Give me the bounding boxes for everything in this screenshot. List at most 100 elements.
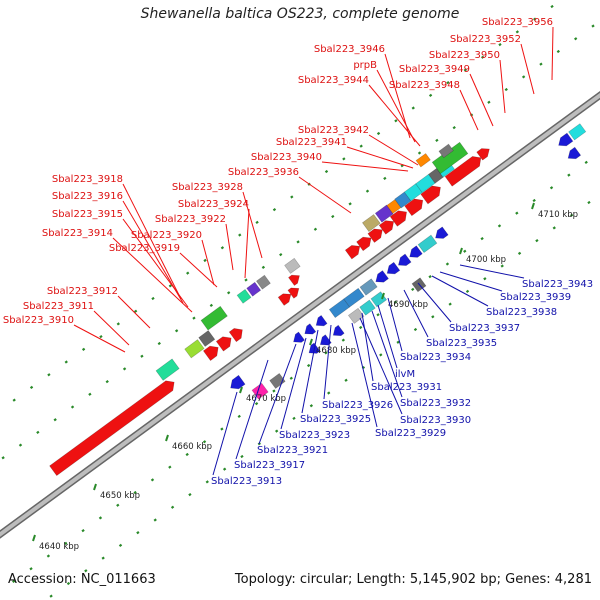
gene-feature-21 <box>420 185 441 205</box>
gene-feature-3 <box>228 328 243 343</box>
forward-gene-label: Sbal223_3946 <box>314 44 385 55</box>
scale-tick-label: 4690 kbp <box>388 300 428 310</box>
gene-feature-57 <box>558 132 574 147</box>
forward-gene-label: Sbal223_3911 <box>23 301 94 312</box>
gene-feature-4 <box>155 358 180 381</box>
reverse-gene-label: Sbal223_3931 <box>371 382 442 393</box>
forward-gene-label: Sbal223_3916 <box>52 191 123 202</box>
forward-gene-leader <box>73 324 126 353</box>
reverse-gene-label: Sbal223_3935 <box>426 338 497 349</box>
gene-feature-17 <box>367 228 383 243</box>
gene-feature-34 <box>476 148 490 161</box>
reverse-gene-leader <box>235 359 269 460</box>
reverse-gene-label: ilvM <box>395 369 415 380</box>
reverse-gene-label: Sbal223_3921 <box>257 445 328 456</box>
gene-feature-50 <box>347 307 365 324</box>
forward-gene-label: Sbal223_3949 <box>399 64 470 75</box>
reverse-gene-label: Sbal223_3929 <box>375 428 446 439</box>
forward-gene-label: Sbal223_3952 <box>450 34 521 45</box>
gene-feature-49 <box>435 226 449 239</box>
gene-feature-42 <box>343 287 365 308</box>
forward-gene-label: Sbal223_3936 <box>228 167 299 178</box>
forward-gene-leader <box>225 223 234 271</box>
reverse-gene-label: Sbal223_3937 <box>449 323 520 334</box>
scale-tick-label: 4700 kbp <box>466 255 506 265</box>
forward-gene-label: Sbal223_3914 <box>42 228 113 239</box>
gene-feature-16 <box>356 236 372 252</box>
forward-gene-leader <box>298 176 352 214</box>
forward-gene-label: Sbal223_3941 <box>276 137 347 148</box>
reverse-gene-label: Sbal223_3934 <box>400 352 471 363</box>
forward-gene-label: Sbal223_3942 <box>298 125 369 136</box>
reverse-gene-leader <box>371 310 403 398</box>
reverse-gene-leader <box>280 337 307 430</box>
scale-tick-label: 4650 kbp <box>100 491 140 501</box>
forward-gene-leader <box>368 134 419 166</box>
reverse-gene-label: Sbal223_3923 <box>279 430 350 441</box>
scale-tick-mark <box>239 386 243 394</box>
gene-feature-15 <box>344 245 361 260</box>
reverse-gene-label: Sbal223_3925 <box>300 414 371 425</box>
reverse-gene-leader <box>323 324 332 400</box>
forward-gene-leader <box>122 183 182 300</box>
reverse-gene-label: Sbal223_3932 <box>400 398 471 409</box>
gene-feature-59 <box>567 146 582 160</box>
gene-feature-58 <box>568 123 587 141</box>
forward-gene-leader <box>459 89 479 131</box>
forward-gene-leader <box>117 295 151 329</box>
gene-feature-2 <box>215 336 232 352</box>
forward-gene-leader <box>122 218 189 308</box>
gene-feature-39 <box>304 323 317 335</box>
forward-gene-leader <box>520 43 535 95</box>
forward-gene-leader <box>368 84 421 147</box>
scale-tick-label: 4670 kbp <box>246 394 286 404</box>
page-title: Shewanella baltica OS223, complete genom… <box>140 6 460 22</box>
gene-feature-14 <box>288 274 300 286</box>
forward-gene-label: Sbal223_3920 <box>131 230 202 241</box>
gene-feature-11 <box>246 281 262 297</box>
gene-feature-37 <box>269 372 286 389</box>
gene-feature-30 <box>444 156 482 187</box>
forward-gene-leader <box>469 73 494 127</box>
reverse-gene-leader <box>431 275 489 307</box>
gene-feature-22 <box>361 214 381 233</box>
reverse-gene-label: Sbal223_3913 <box>211 476 282 487</box>
reverse-gene-label: Sbal223_3939 <box>500 292 571 303</box>
forward-gene-label: Sbal223_3950 <box>429 50 500 61</box>
forward-gene-label: Sbal223_3918 <box>52 174 123 185</box>
forward-gene-leader <box>201 239 215 286</box>
reverse-gene-leader <box>439 271 503 292</box>
reverse-gene-leader <box>212 391 238 476</box>
gene-feature-55 <box>332 324 345 337</box>
gene-feature-6 <box>198 330 216 347</box>
gene-feature-46 <box>398 253 412 266</box>
scale-tick-label: 4640 kbp <box>39 542 79 552</box>
gene-feature-8 <box>277 293 292 306</box>
gene-feature-45 <box>386 261 401 275</box>
gene-feature-32 <box>415 153 431 168</box>
scale-tick-mark <box>32 534 36 542</box>
forward-gene-label: Sbal223_3928 <box>172 182 243 193</box>
forward-gene-label: Sbal223_3956 <box>482 17 553 28</box>
reverse-gene-leader <box>359 317 403 415</box>
reverse-gene-leader <box>387 297 403 352</box>
reverse-gene-leader <box>351 322 378 428</box>
scale-tick-mark <box>531 202 535 210</box>
gene-feature-9 <box>287 287 300 299</box>
gene-feature-18 <box>378 220 395 235</box>
forward-gene-label: Sbal223_3910 <box>3 315 74 326</box>
forward-gene-label: Sbal223_3922 <box>155 214 226 225</box>
scale-tick-label: 4710 kbp <box>538 210 578 220</box>
scale-tick-label: 4660 kbp <box>172 442 212 452</box>
reverse-gene-label: Sbal223_3938 <box>486 307 557 318</box>
forward-gene-leader <box>112 237 193 313</box>
gene-feature-48 <box>417 234 438 254</box>
forward-gene-label: Sbal223_3924 <box>178 199 249 210</box>
forward-gene-label: Sbal223_3940 <box>251 152 322 163</box>
reverse-gene-leader <box>459 264 525 279</box>
gene-feature-7 <box>200 305 228 331</box>
reverse-gene-label: Sbal223_3926 <box>322 400 393 411</box>
gene-feature-13 <box>284 257 301 274</box>
reverse-gene-leader <box>258 343 297 445</box>
